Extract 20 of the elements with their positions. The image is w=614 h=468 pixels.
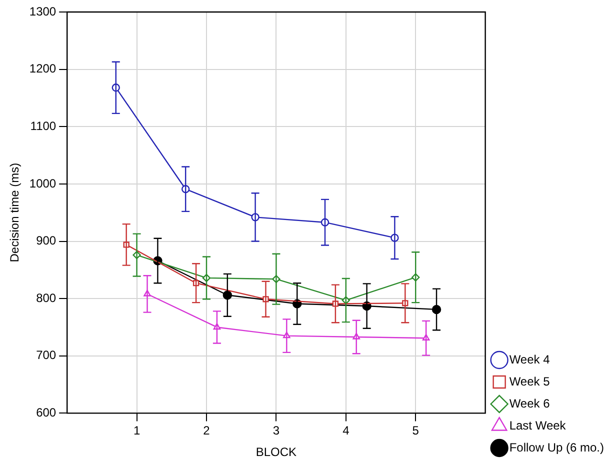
y-tick-label: 1000 — [29, 176, 56, 190]
legend-label: Week 4 — [509, 352, 550, 366]
y-tick-label: 800 — [36, 290, 56, 305]
y-tick-label: 1200 — [29, 62, 56, 76]
legend-label: Follow Up (6 mo.) — [509, 440, 604, 454]
y-tick-label: 1300 — [29, 4, 56, 18]
x-tick-label: 3 — [272, 424, 280, 438]
x-tick-label: 5 — [412, 424, 420, 438]
y-tick-label: 600 — [36, 406, 56, 420]
legend-label: Week 6 — [509, 396, 550, 410]
legend-label: Week 5 — [509, 374, 550, 388]
x-axis-title: BLOCK — [256, 445, 297, 460]
x-tick-label: 4 — [342, 424, 350, 438]
y-tick-label: 1100 — [30, 118, 56, 133]
x-tick-label: 1 — [133, 424, 140, 438]
x-tick-label: 2 — [203, 424, 210, 438]
y-axis-title: Decision time (ms) — [8, 162, 22, 262]
legend-label: Last Week — [509, 418, 567, 432]
y-tick-label: 900 — [36, 234, 56, 248]
y-tick-label: 700 — [36, 348, 56, 362]
